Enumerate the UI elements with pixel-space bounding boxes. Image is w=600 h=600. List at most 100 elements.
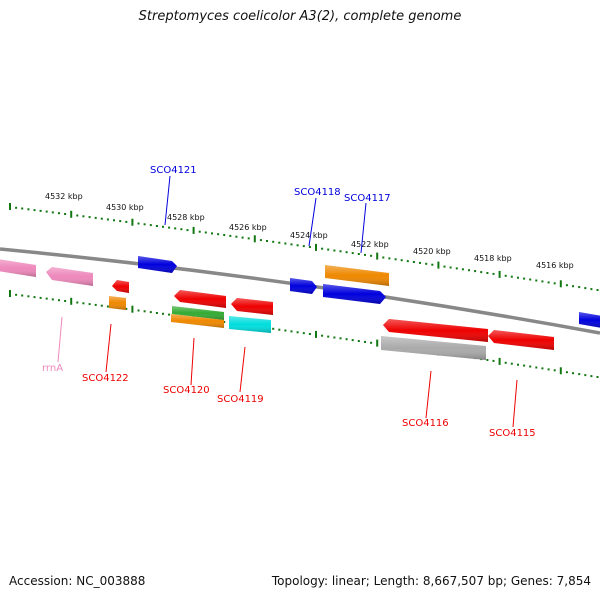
minor-tick <box>229 234 232 237</box>
minor-tick <box>345 338 348 341</box>
gene-label-sco4121[interactable]: SCO4121 <box>150 165 197 176</box>
gene-label-sco4117[interactable]: SCO4117 <box>344 193 391 204</box>
minor-tick <box>296 331 299 334</box>
minor-tick <box>76 301 79 304</box>
minor-tick <box>406 260 409 263</box>
minor-tick <box>76 214 79 217</box>
minor-tick <box>21 207 24 210</box>
accession-label: Accession: NC_003888 <box>9 574 146 588</box>
minor-tick <box>308 333 311 335</box>
minor-tick <box>168 313 171 316</box>
major-tick <box>131 218 134 226</box>
minor-tick <box>547 281 550 284</box>
minor-tick <box>333 336 336 339</box>
minor-tick <box>119 220 122 223</box>
minor-tick <box>100 217 103 220</box>
minor-tick <box>211 232 213 235</box>
minor-tick <box>15 206 18 209</box>
features <box>0 256 600 360</box>
minor-tick <box>486 359 489 361</box>
minor-tick <box>27 295 30 298</box>
minor-tick <box>290 243 293 246</box>
minor-tick <box>370 341 373 344</box>
minor-tick <box>45 297 48 300</box>
minor-tick <box>15 293 18 296</box>
gene-label-sco4118[interactable]: SCO4118 <box>294 187 341 198</box>
minor-tick <box>204 231 207 234</box>
major-tick <box>315 330 317 338</box>
minor-tick <box>517 363 519 366</box>
minor-tick <box>259 239 262 242</box>
minor-tick <box>180 228 183 231</box>
minor-tick <box>431 263 434 266</box>
minor-tick <box>278 241 281 244</box>
minor-tick <box>94 216 97 219</box>
minor-tick <box>584 374 587 377</box>
minor-tick <box>125 307 128 310</box>
minor-tick <box>596 289 599 291</box>
minor-tick <box>168 226 171 229</box>
major-tick <box>9 203 11 210</box>
minor-tick <box>39 209 42 212</box>
major-tick <box>437 261 440 269</box>
minor-tick <box>143 223 146 226</box>
minor-tick <box>33 296 36 299</box>
minor-tick <box>27 208 30 211</box>
minor-tick <box>327 335 330 338</box>
minor-tick <box>321 247 324 250</box>
minor-tick <box>272 240 275 243</box>
minor-tick <box>553 282 556 285</box>
minor-tick <box>388 257 391 260</box>
minor-tick <box>235 235 238 238</box>
gene-label-sco4115[interactable]: SCO4115 <box>489 428 536 439</box>
minor-tick <box>58 212 60 215</box>
minor-tick <box>64 213 67 215</box>
major-tick <box>70 297 73 305</box>
minor-tick <box>149 311 152 314</box>
minor-tick <box>578 373 581 376</box>
minor-tick <box>149 224 152 227</box>
minor-tick <box>541 367 544 370</box>
major-tick <box>253 235 256 243</box>
major-tick <box>559 367 562 375</box>
minor-tick <box>106 218 109 221</box>
minor-tick <box>590 375 593 378</box>
major-tick <box>376 252 379 260</box>
minor-tick <box>370 254 373 257</box>
minor-tick <box>443 265 446 268</box>
minor-tick <box>155 225 158 227</box>
minor-tick <box>510 362 513 365</box>
minor-tick <box>51 298 54 301</box>
minor-tick <box>486 272 489 274</box>
gene-label-rrna[interactable]: rrnA <box>42 363 63 374</box>
scale-label: 4522 kbp <box>351 240 389 249</box>
minor-tick <box>468 269 470 272</box>
minor-tick <box>88 216 91 219</box>
minor-tick <box>64 300 67 302</box>
minor-tick <box>351 252 354 255</box>
scale-label: 4518 kbp <box>474 254 512 263</box>
major-tick <box>376 339 379 347</box>
scale-label: 4526 kbp <box>229 223 267 232</box>
minor-tick <box>510 275 513 278</box>
minor-tick <box>565 284 568 287</box>
minor-tick <box>357 340 360 342</box>
scale-labels: 4532 kbp 4530 kbp 4528 kbp 4526 kbp 4524… <box>45 192 574 270</box>
minor-tick <box>529 365 532 368</box>
major-tick <box>315 243 317 251</box>
minor-tick <box>51 211 54 214</box>
minor-tick <box>455 267 458 270</box>
minor-tick <box>339 250 342 253</box>
map-title: Streptomyces coelicolor A3(2), complete … <box>138 9 462 24</box>
minor-tick <box>82 215 85 218</box>
minor-tick <box>155 312 158 314</box>
gene-label-sco4120[interactable]: SCO4120 <box>163 385 210 396</box>
gene-label-sco4119[interactable]: SCO4119 <box>217 394 264 405</box>
major-tick <box>192 226 195 234</box>
minor-tick <box>419 261 421 264</box>
gene-label-sco4122[interactable]: SCO4122 <box>82 373 129 384</box>
minor-tick <box>308 246 311 248</box>
minor-tick <box>492 359 495 362</box>
gene-label-sco4116[interactable]: SCO4116 <box>402 418 449 429</box>
major-tick <box>70 210 73 218</box>
